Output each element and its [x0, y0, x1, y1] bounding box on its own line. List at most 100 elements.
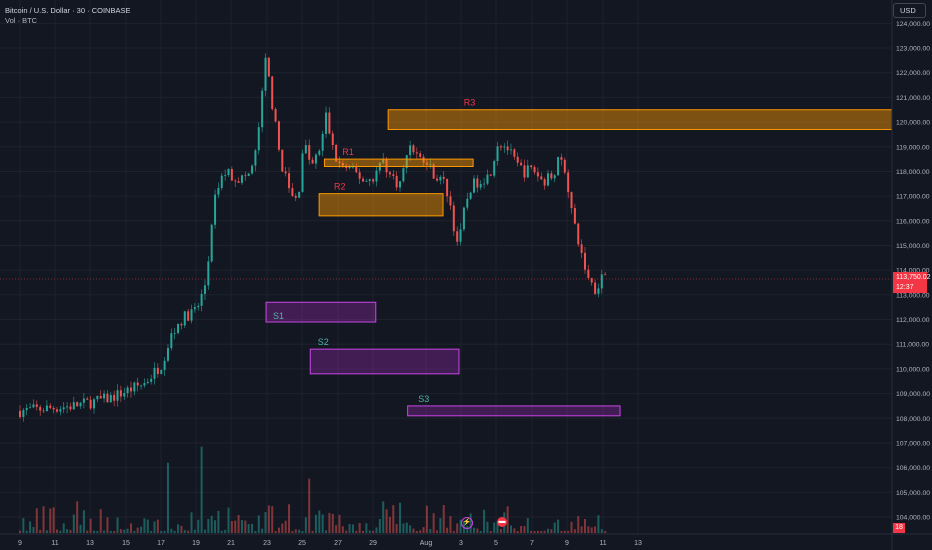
volume-bar — [496, 521, 499, 533]
volume-bar — [594, 526, 597, 533]
volume-bar — [513, 528, 516, 533]
volume-bar — [170, 528, 173, 533]
volume-bar — [385, 509, 388, 533]
current-price-tag: 113,750.02 12:37 — [893, 272, 931, 293]
candle-body — [35, 404, 38, 407]
zone-label-r1: R1 — [342, 147, 354, 157]
candle-body — [325, 112, 328, 134]
candle-body — [257, 127, 260, 151]
volume-bar — [392, 505, 395, 533]
candle-body — [351, 166, 354, 168]
volume-bar — [412, 528, 415, 533]
volume-bar — [22, 518, 25, 533]
volume-bar — [59, 530, 62, 533]
volume-bar — [190, 512, 193, 533]
zone-s1 — [265, 301, 377, 323]
candle-body — [590, 277, 593, 283]
volume-bar — [214, 520, 217, 533]
volume-bar — [577, 516, 580, 533]
candle-body — [140, 385, 143, 387]
volume-bar — [436, 530, 439, 533]
candle-body — [335, 145, 338, 162]
candle-body — [382, 158, 385, 163]
candle-body — [166, 348, 169, 361]
volume-bar — [180, 525, 183, 533]
candle-body — [82, 398, 85, 403]
candle-body — [113, 394, 116, 401]
volume-legend[interactable]: Vol · BTC — [5, 16, 38, 25]
candle-body — [415, 152, 418, 154]
volume-bar — [583, 519, 586, 533]
candle-body — [29, 407, 32, 409]
volume-bar — [166, 462, 169, 533]
candle-body — [439, 176, 442, 181]
candle-body — [567, 172, 570, 193]
time-axis[interactable]: 9 11 13 15 17 19 21 23 25 27 29 Aug 3 5 7 9 11 13 — [0, 533, 932, 547]
volume-bar — [473, 527, 476, 533]
candle-body — [271, 76, 274, 110]
price-tick-label: 117,000.00 — [896, 194, 930, 201]
volume-bar — [267, 505, 270, 533]
lightning-icon[interactable]: ⚡ — [461, 517, 473, 529]
volume-bar — [425, 505, 428, 533]
price-tick-label: 120,000.00 — [896, 120, 930, 127]
candle-body — [520, 162, 523, 166]
volume-bar — [489, 530, 492, 533]
symbol-legend[interactable]: Bitcoin / U.S. Dollar · 30 · COINBASE Vo… — [5, 6, 130, 26]
candle-body — [136, 382, 139, 386]
price-tick-label: 115,000.00 — [896, 243, 930, 250]
volume-bar — [442, 504, 445, 533]
volume-bar — [294, 529, 297, 533]
currency-button[interactable]: USD — [893, 3, 926, 18]
candle-body — [452, 205, 455, 232]
price-tick-label: 122,000.00 — [896, 70, 930, 77]
volume-bar — [247, 524, 250, 533]
volume-bar — [234, 520, 237, 533]
volume-bar — [156, 519, 159, 533]
volume-bar — [415, 530, 418, 533]
candle-body — [190, 309, 193, 321]
time-tick-label: 7 — [530, 540, 534, 547]
time-tick-label: 19 — [192, 540, 200, 547]
candle-body — [207, 261, 210, 286]
candle-body — [341, 162, 344, 166]
volume-bar — [42, 506, 45, 533]
symbol-title[interactable]: Bitcoin / U.S. Dollar · 30 · COINBASE — [5, 6, 131, 15]
volume-bar — [45, 530, 48, 533]
zone-label-r2: R2 — [334, 182, 346, 192]
volume-bar — [314, 514, 317, 533]
economic-event-icon[interactable]: ▬ — [497, 517, 507, 527]
price-tick-label: 112,000.00 — [896, 317, 930, 324]
candle-body — [214, 194, 217, 225]
volume-bar — [365, 523, 368, 533]
volume-bar — [563, 530, 566, 533]
volume-bar — [140, 526, 143, 533]
candle-body — [546, 173, 549, 186]
volume-bar — [318, 510, 321, 533]
candle-body — [395, 175, 398, 188]
candle-body — [338, 161, 341, 163]
volume-bar — [459, 519, 462, 533]
volume-bar — [291, 530, 294, 533]
volume-bar — [264, 512, 267, 533]
volume-bar — [261, 528, 264, 533]
candle-body — [429, 164, 432, 166]
support-resistance-zones: R3 R1 R2 S1 S2 S3 — [265, 98, 893, 417]
candle-body — [49, 405, 52, 408]
price-tick-label: 124,000.00 — [896, 21, 930, 28]
volume-histogram — [19, 446, 607, 533]
candle-body — [604, 274, 607, 276]
volume-bar — [32, 526, 35, 533]
time-tick-label: 15 — [122, 540, 130, 547]
time-tick-label: 27 — [334, 540, 342, 547]
volume-bar — [49, 508, 52, 533]
volume-bar — [109, 530, 112, 533]
candle-body — [385, 158, 388, 173]
time-tick-label: 23 — [263, 540, 271, 547]
volume-bar — [341, 526, 344, 533]
volume-bar — [52, 507, 55, 533]
volume-bar — [301, 530, 304, 533]
volume-bar — [133, 530, 136, 533]
candle-body — [499, 146, 502, 148]
